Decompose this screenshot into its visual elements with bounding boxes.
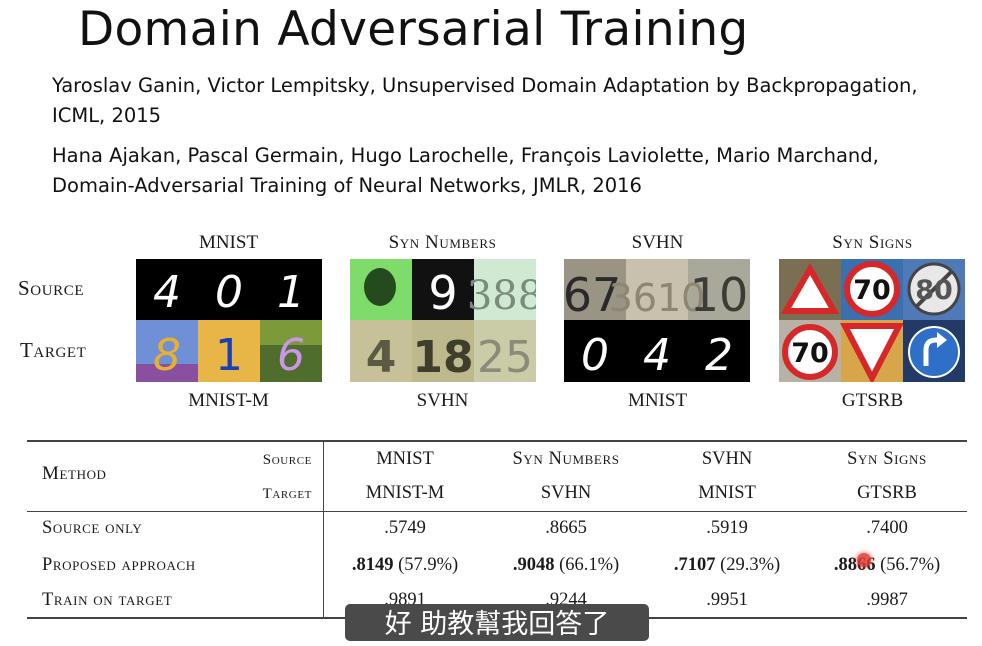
mnist-digit: 4 bbox=[153, 267, 181, 318]
table-cell: .5919 bbox=[706, 518, 748, 538]
mnist-m-digit: 6 bbox=[277, 330, 305, 381]
mnist-digit: 0 bbox=[215, 267, 243, 318]
row-name-proposed-approach: Proposed approach bbox=[42, 555, 196, 575]
mnist-m-sample-strip: 8 1 6 bbox=[136, 320, 322, 382]
table-cell: .7400 bbox=[866, 518, 908, 538]
row-name-train-on-target: Train on target bbox=[42, 590, 173, 610]
syn-numbers-digit: 9 bbox=[428, 266, 457, 320]
table-cell: .5749 bbox=[384, 518, 426, 538]
sign-label: 70 bbox=[853, 275, 891, 306]
table-cell: .9048 (66.1%) bbox=[485, 555, 647, 576]
svhn-target-sample-strip: 4 18 25 bbox=[350, 320, 536, 382]
source-header: Source bbox=[262, 452, 312, 468]
mnist-digit: 0 bbox=[581, 330, 609, 381]
source-dataset-label-svhn: SVHN bbox=[631, 232, 684, 253]
svhn-digit: 67 bbox=[564, 268, 621, 320]
col-source-svhn: SVHN bbox=[701, 449, 753, 469]
mnist-m-digit: 8 bbox=[153, 330, 181, 381]
mnist-m-digit: 1 bbox=[215, 330, 243, 381]
table-cell-gain: (29.3%) bbox=[720, 555, 781, 575]
col-source-syn-signs: Syn Signs bbox=[847, 449, 927, 469]
mnist-sample-strip: 4 0 1 bbox=[136, 259, 322, 320]
mnist-digit: 1 bbox=[277, 267, 305, 318]
table-cell-value: .7107 bbox=[673, 555, 716, 575]
mnist-target-sample-strip: 0 4 2 bbox=[564, 320, 750, 382]
col-source-syn-numbers: Syn Numbers bbox=[512, 449, 620, 469]
table-cell: .7107 (29.3%) bbox=[647, 555, 807, 576]
table-vertical-rule bbox=[323, 442, 324, 617]
video-subtitle: 好 助教幫我回答了 bbox=[384, 609, 610, 640]
laser-pointer-dot bbox=[857, 553, 871, 567]
reference-2-line-2: Domain-Adversarial Training of Neural Ne… bbox=[52, 174, 642, 197]
slide-title: Domain Adversarial Training bbox=[78, 2, 749, 57]
table-cell: .9987 bbox=[866, 590, 908, 610]
target-header: Target bbox=[262, 486, 312, 502]
table-top-rule bbox=[27, 440, 967, 442]
table-cell: .9951 bbox=[706, 590, 748, 610]
target-dataset-label-gtsrb: GTSRB bbox=[841, 390, 904, 411]
table-cell-gain: (66.1%) bbox=[559, 555, 620, 575]
table-cell-gain: (56.7%) bbox=[880, 555, 941, 575]
sign-label: 70 bbox=[791, 338, 829, 369]
row-label-target: Target bbox=[20, 338, 87, 362]
source-dataset-label-syn-signs: Syn Signs bbox=[832, 232, 913, 253]
gtsrb-sample-strip: 70 bbox=[779, 320, 965, 382]
table-header-rule bbox=[27, 511, 967, 512]
svhn-digit: 25 bbox=[477, 332, 533, 382]
col-target-svhn: SVHN bbox=[540, 483, 592, 503]
sign-label: 80 bbox=[915, 275, 953, 306]
table-cell-value: .8149 bbox=[351, 555, 394, 575]
subtitle-background bbox=[345, 604, 649, 641]
col-target-mnist-m: MNIST-M bbox=[365, 483, 445, 503]
syn-numbers-sample-strip: 9 388 bbox=[350, 259, 536, 320]
row-name-source-only: Source only bbox=[42, 518, 143, 538]
reference-1-line-1: Yaroslav Ganin, Victor Lempitsky, Unsupe… bbox=[52, 74, 918, 97]
source-dataset-label-syn-numbers: Syn Numbers bbox=[388, 232, 497, 253]
table-cell-gain: (57.9%) bbox=[398, 555, 459, 575]
mnist-digit: 2 bbox=[705, 330, 733, 381]
table-cell: .8866 (56.7%) bbox=[807, 555, 967, 576]
method-header: Method bbox=[42, 463, 107, 484]
svhn-digit: 10 bbox=[690, 268, 749, 320]
row-label-source: Source bbox=[18, 276, 85, 300]
mnist-digit: 4 bbox=[643, 330, 671, 381]
target-dataset-label-mnist: MNIST bbox=[627, 390, 688, 411]
svhn-source-sample-strip: 67 3610 10 bbox=[564, 259, 750, 320]
target-dataset-label-svhn: SVHN bbox=[416, 390, 469, 411]
col-target-gtsrb: GTSRB bbox=[857, 483, 917, 503]
table-cell: .8149 (57.9%) bbox=[325, 555, 485, 576]
svhn-digit: 18 bbox=[412, 332, 473, 382]
svhn-digit: 3610 bbox=[609, 276, 706, 320]
source-dataset-label-mnist: MNIST bbox=[198, 232, 259, 253]
reference-2-line-1: Hana Ajakan, Pascal Germain, Hugo Laroch… bbox=[52, 144, 879, 167]
reference-1-line-2: ICML, 2015 bbox=[52, 104, 162, 127]
table-cell-value: .9048 bbox=[512, 555, 555, 575]
col-target-mnist: MNIST bbox=[698, 483, 756, 503]
svhn-digit: 4 bbox=[366, 332, 397, 382]
target-dataset-label-mnist-m: MNIST-M bbox=[188, 390, 269, 411]
col-source-mnist: MNIST bbox=[376, 449, 434, 469]
syn-signs-sample-strip: 70 80 bbox=[779, 259, 965, 320]
table-cell: .8665 bbox=[545, 518, 587, 538]
syn-numbers-digit: 388 bbox=[467, 273, 536, 319]
